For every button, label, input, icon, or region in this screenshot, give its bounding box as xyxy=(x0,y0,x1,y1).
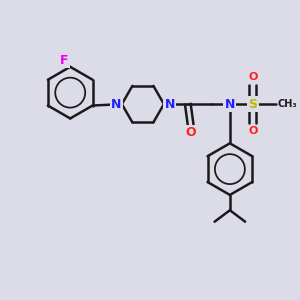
Text: O: O xyxy=(185,126,196,139)
Text: O: O xyxy=(248,72,257,82)
Text: N: N xyxy=(111,98,121,111)
Text: S: S xyxy=(248,98,257,111)
Text: CH₃: CH₃ xyxy=(278,99,297,109)
Text: N: N xyxy=(164,98,175,111)
Text: O: O xyxy=(248,126,257,136)
Text: N: N xyxy=(225,98,235,111)
Text: F: F xyxy=(60,54,69,67)
